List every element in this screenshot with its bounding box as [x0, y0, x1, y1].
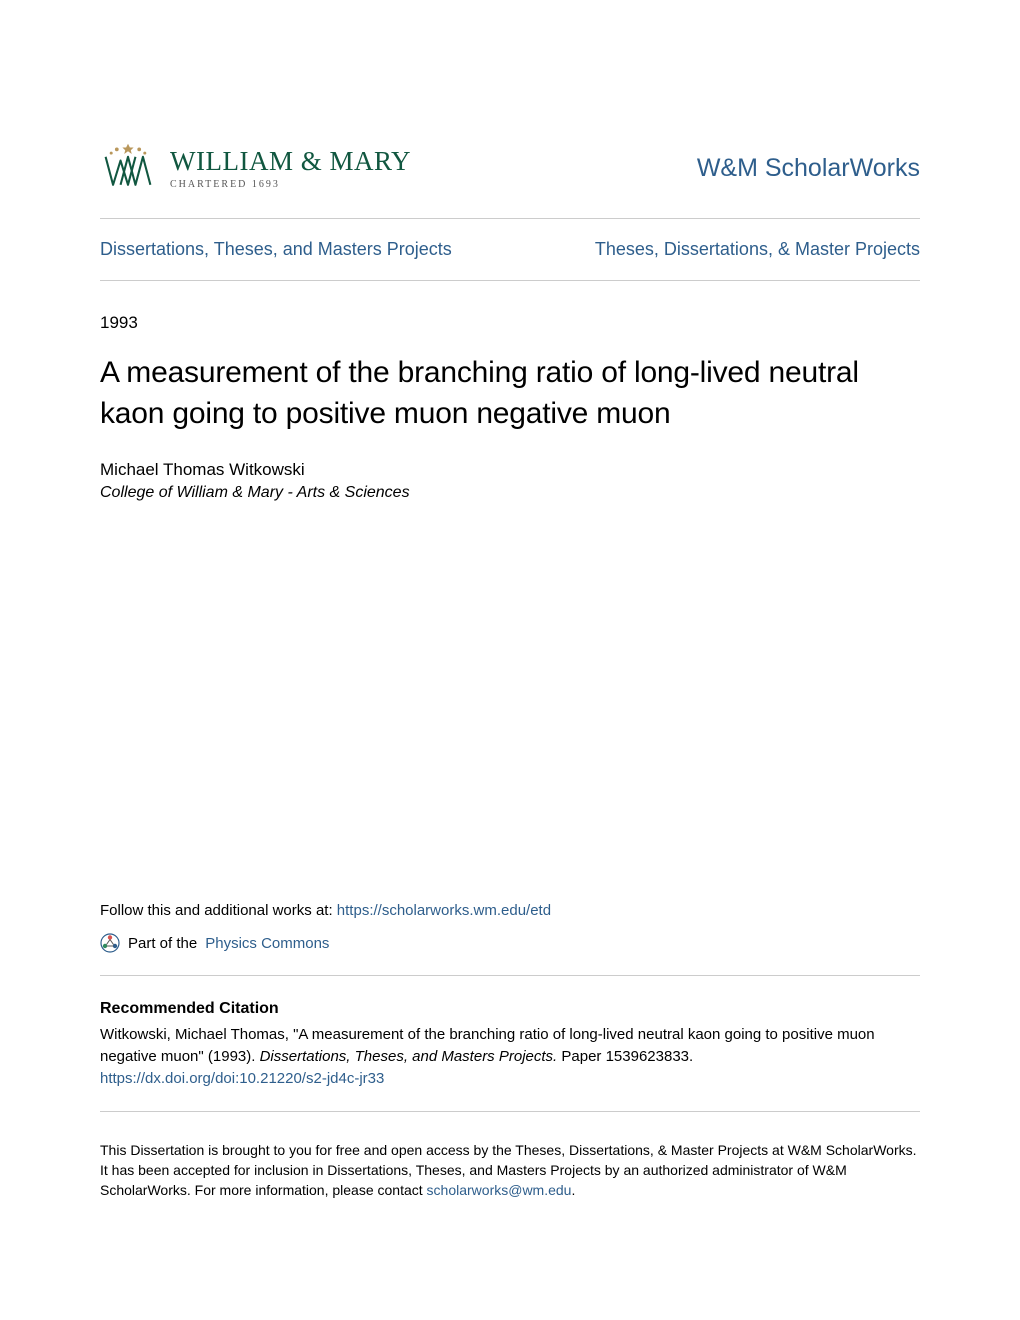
site-title-link[interactable]: W&M ScholarWorks [697, 154, 920, 183]
nav-collection-link[interactable]: Dissertations, Theses, and Masters Proje… [100, 239, 452, 260]
author-affiliation: College of William & Mary - Arts & Scien… [100, 484, 920, 502]
footer-post: . [571, 1182, 575, 1198]
logo-wordmark: WILLIAM & MARY [170, 146, 411, 177]
part-of-row: Part of the Physics Commons [100, 933, 920, 976]
citation-heading: Recommended Citation [100, 1000, 920, 1018]
institution-logo[interactable]: WILLIAM & MARY CHARTERED 1693 [100, 140, 411, 196]
part-of-link[interactable]: Physics Commons [205, 935, 329, 952]
footer-text: This Dissertation is brought to you for … [100, 1140, 920, 1201]
doi-link[interactable]: https://dx.doi.org/doi:10.21220/s2-jd4c-… [100, 1070, 920, 1087]
follow-url-link[interactable]: https://scholarworks.wm.edu/etd [337, 902, 551, 919]
follow-block: Follow this and additional works at: htt… [100, 902, 920, 976]
publication-year: 1993 [100, 313, 920, 333]
document-title: A measurement of the branching ratio of … [100, 353, 920, 434]
contact-email-link[interactable]: scholarworks@wm.edu [427, 1182, 572, 1198]
citation-text: Witkowski, Michael Thomas, "A measuremen… [100, 1024, 920, 1068]
header: WILLIAM & MARY CHARTERED 1693 W&M Schola… [100, 140, 920, 219]
nav-parent-link[interactable]: Theses, Dissertations, & Master Projects [595, 239, 920, 260]
logo-text: WILLIAM & MARY CHARTERED 1693 [170, 146, 411, 190]
citation-post: Paper 1539623833. [557, 1048, 693, 1065]
logo-chartered: CHARTERED 1693 [170, 179, 411, 190]
citation-series: Dissertations, Theses, and Masters Proje… [260, 1048, 558, 1065]
follow-prefix: Follow this and additional works at: [100, 902, 337, 919]
citation-block: Recommended Citation Witkowski, Michael … [100, 1000, 920, 1112]
author-name: Michael Thomas Witkowski [100, 460, 920, 480]
breadcrumb-nav: Dissertations, Theses, and Masters Proje… [100, 219, 920, 281]
cipher-icon [100, 140, 156, 196]
network-icon [100, 933, 120, 953]
part-of-prefix: Part of the [128, 935, 197, 952]
